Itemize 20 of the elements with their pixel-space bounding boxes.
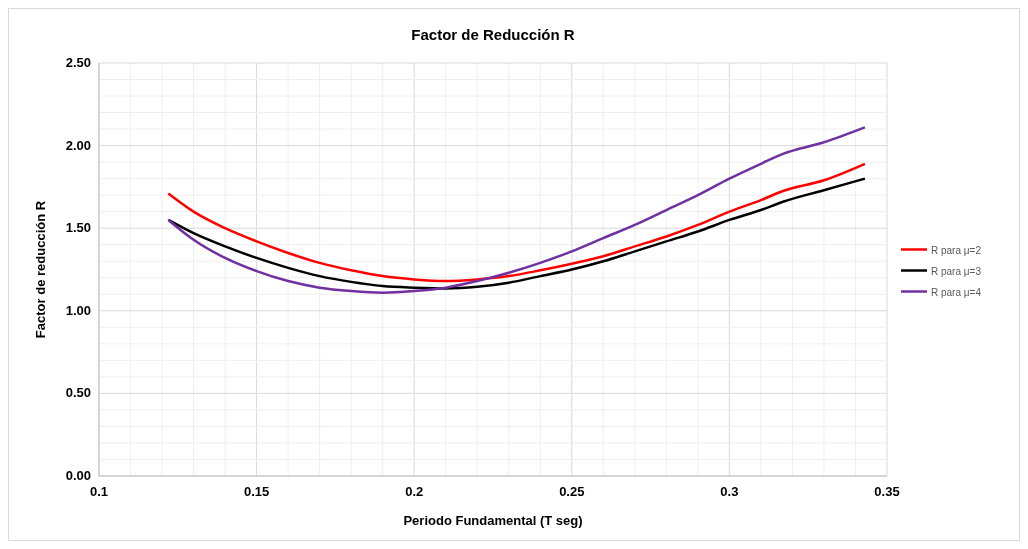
x-tick-label: 0.1 <box>89 484 109 499</box>
y-tick-label: 0.00 <box>65 468 91 483</box>
x-tick-label: 0.2 <box>405 484 424 499</box>
legend-label: R para μ=2 <box>931 244 982 256</box>
line-series <box>167 126 867 294</box>
x-tick-label: 0.3 <box>720 484 739 499</box>
legend-label: R para μ=4 <box>931 286 982 298</box>
y-tick-label: 1.00 <box>65 302 91 318</box>
y-tick-label: 1.50 <box>65 220 91 236</box>
chart-title: Factor de Reducción R <box>411 26 575 43</box>
x-tick-label: 0.15 <box>243 484 270 499</box>
x-axis-title: Periodo Fundamental (T seg) <box>403 513 583 528</box>
line-series <box>167 162 867 283</box>
x-tick-label: 0.25 <box>559 484 585 499</box>
legend-label: R para μ=3 <box>931 265 982 277</box>
y-tick-label: 2.50 <box>65 55 91 70</box>
x-tick-label: 0.35 <box>874 484 900 499</box>
y-tick-label: 2.00 <box>65 137 91 153</box>
y-tick-label: 0.50 <box>65 385 91 401</box>
y-axis-title: Factor de reducción R <box>33 200 48 339</box>
